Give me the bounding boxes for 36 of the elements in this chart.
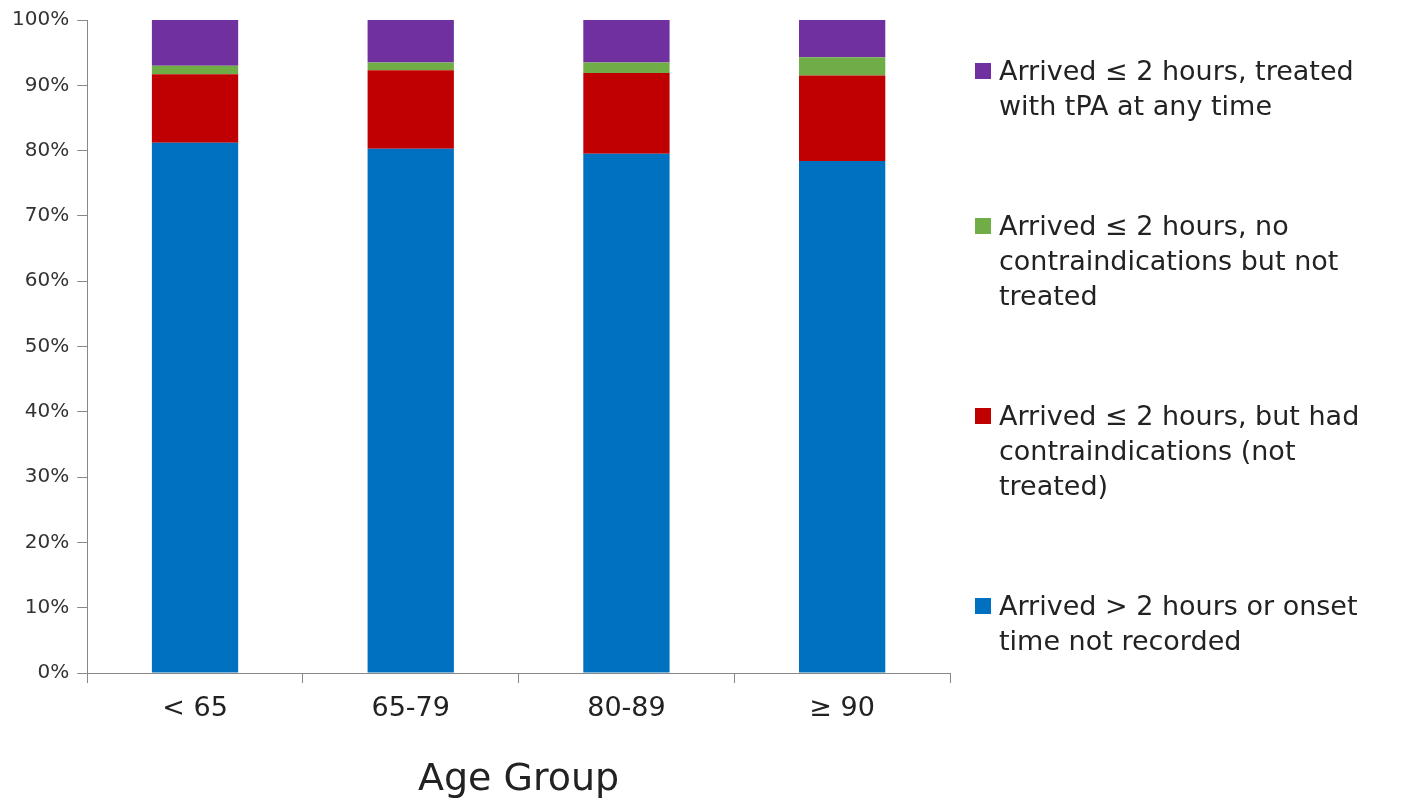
bar bbox=[799, 75, 886, 162]
bar bbox=[799, 20, 886, 58]
x-tick-label: 80-89 bbox=[587, 691, 666, 723]
legend-label: Arrived ≤ 2 hours, treated with tPA at any time bbox=[999, 53, 1355, 123]
bar bbox=[583, 62, 670, 73]
legend-label: Arrived ≤ 2 hours, no contraindications but not treated bbox=[999, 208, 1340, 313]
y-tick-label: 100% bbox=[11, 6, 70, 31]
legend-label: Arrived > 2 hours or onset time not recorded bbox=[999, 588, 1359, 658]
bar bbox=[583, 72, 670, 154]
y-tick-label: 30% bbox=[24, 463, 70, 488]
bar bbox=[367, 62, 454, 71]
bar bbox=[583, 153, 670, 673]
x-tick-label: 65-79 bbox=[371, 691, 450, 723]
y-tick-label: 20% bbox=[24, 528, 70, 553]
legend-label: Arrived ≤ 2 hours, but had contraindications (not treated) bbox=[999, 398, 1361, 503]
bar bbox=[799, 57, 886, 76]
y-tick-label: 10% bbox=[24, 593, 70, 618]
bar bbox=[151, 20, 239, 66]
y-tick-label: 0% bbox=[37, 659, 70, 684]
bar bbox=[151, 142, 239, 673]
bar bbox=[583, 20, 670, 63]
bar bbox=[367, 20, 454, 63]
y-tick-label: 50% bbox=[24, 332, 70, 357]
bar bbox=[151, 74, 239, 143]
x-tick-label: ≥ 90 bbox=[809, 691, 875, 723]
bar bbox=[151, 65, 239, 75]
bar bbox=[799, 161, 886, 673]
x-tick-label: < 65 bbox=[162, 691, 228, 723]
y-tick-label: 60% bbox=[24, 267, 70, 292]
y-tick-label: 80% bbox=[24, 136, 70, 161]
bar bbox=[367, 70, 454, 149]
y-tick-label: 70% bbox=[24, 202, 70, 227]
bar bbox=[367, 148, 454, 673]
y-tick-label: 40% bbox=[24, 398, 70, 422]
y-tick-label: 90% bbox=[24, 71, 70, 96]
x-axis-title: Age Group bbox=[417, 755, 620, 800]
